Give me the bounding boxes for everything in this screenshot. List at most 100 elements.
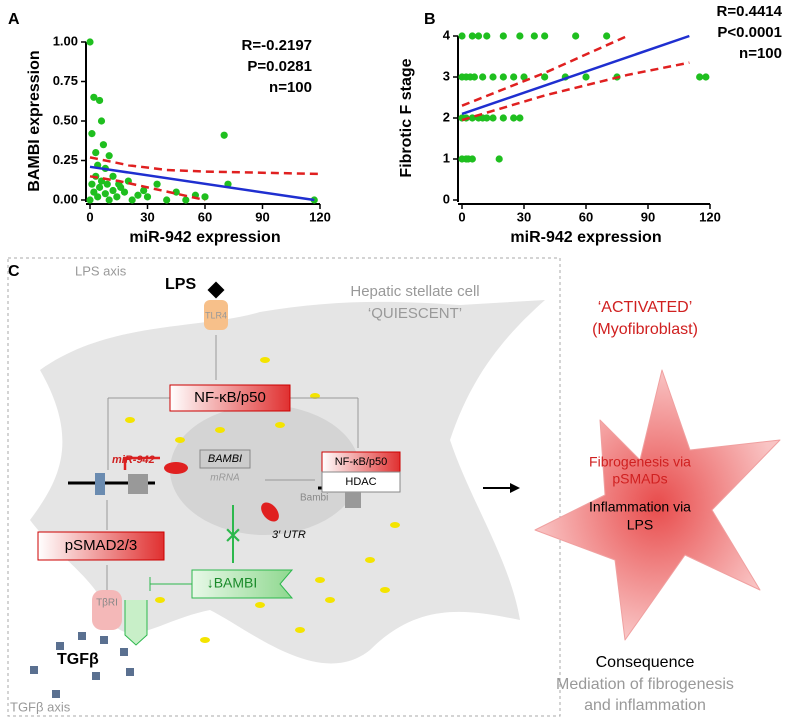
y-tick-label: 0.00 xyxy=(53,191,78,206)
point xyxy=(97,117,106,125)
point xyxy=(499,32,507,40)
tlr4-label: TLR4 xyxy=(205,310,227,320)
point xyxy=(163,196,171,204)
annotation: P=0.0281 xyxy=(247,58,312,75)
bambi-mrna: BAMBI xyxy=(208,453,242,465)
point xyxy=(88,180,96,188)
point xyxy=(153,180,161,188)
y-axis-label: Fibrotic F stage xyxy=(398,58,415,177)
point xyxy=(101,190,109,198)
utr-label: 3′ UTR xyxy=(272,529,306,541)
x-axis-label: miR-942 expression xyxy=(510,229,661,246)
arrowhead xyxy=(510,483,520,493)
point xyxy=(479,73,487,81)
mir-molecule xyxy=(164,462,188,474)
x-axis-label: miR-942 expression xyxy=(129,229,280,246)
point xyxy=(516,114,524,122)
panel-frame xyxy=(7,257,561,717)
point xyxy=(458,32,466,40)
point xyxy=(109,186,117,195)
point xyxy=(510,73,518,81)
mrna-label: mRNA xyxy=(210,473,240,484)
hdac-label: HDAC xyxy=(345,476,376,488)
point xyxy=(120,188,129,196)
x-tick-label: 0 xyxy=(458,209,465,224)
activated-sub: (Myofibroblast) xyxy=(592,321,698,338)
panel-label: B xyxy=(424,11,436,28)
lps-label: LPS xyxy=(165,276,196,293)
y-tick-label: 0.50 xyxy=(53,112,78,127)
x-tick-label: 60 xyxy=(579,209,593,224)
annotation: n=100 xyxy=(269,79,312,96)
inhibition xyxy=(149,577,192,591)
y-tick-label: 0.25 xyxy=(53,152,78,167)
point xyxy=(90,93,98,101)
point xyxy=(530,32,538,40)
cell-label: Hepatic stellate cell xyxy=(350,283,479,300)
nfkb-small-label: NF-κB/p50 xyxy=(335,456,388,468)
inflammation: LPS xyxy=(627,517,653,533)
point xyxy=(541,73,549,81)
psmad-label: pSMAD2/3 xyxy=(65,537,138,554)
point xyxy=(92,149,100,157)
point xyxy=(103,180,111,188)
point xyxy=(128,196,136,204)
bambi-gene: Bambi xyxy=(300,493,328,504)
fit-line xyxy=(461,34,628,107)
y-tick-label: 4 xyxy=(443,27,451,42)
point xyxy=(172,188,180,196)
point xyxy=(105,152,113,160)
x-tick-label: 90 xyxy=(255,209,269,224)
y-tick-label: 0 xyxy=(443,191,450,206)
bambi-flag xyxy=(191,569,294,599)
annotation: R=0.4414 xyxy=(717,3,783,20)
point xyxy=(468,114,476,122)
point xyxy=(470,73,478,81)
mir-label: miR-942 xyxy=(112,454,155,466)
point xyxy=(86,196,94,204)
x-tick-label: 30 xyxy=(517,209,531,224)
gene-marker xyxy=(345,492,361,508)
panel-label: C xyxy=(8,263,20,280)
y-tick-label: 1 xyxy=(443,150,450,165)
x-tick-label: 120 xyxy=(699,209,721,224)
point xyxy=(495,155,503,163)
panel-label: A xyxy=(8,11,20,28)
point xyxy=(499,114,507,122)
point xyxy=(86,38,94,46)
x-tick-label: 90 xyxy=(641,209,655,224)
point xyxy=(541,32,549,40)
axis-label: LPS axis xyxy=(75,263,127,278)
x-tick-label: 120 xyxy=(309,209,331,224)
y-tick-label: 1.00 xyxy=(53,33,78,48)
y-tick-label: 0.75 xyxy=(53,73,78,88)
receptor xyxy=(95,473,105,495)
y-axis-label: BAMBI expression xyxy=(26,50,43,191)
tgfb-label: TGFβ xyxy=(57,651,99,668)
bambi-receptor xyxy=(124,600,148,646)
point xyxy=(572,32,580,40)
point xyxy=(99,141,108,149)
fit-line xyxy=(89,156,321,176)
fit-line xyxy=(89,165,315,202)
x-tick-label: 60 xyxy=(198,209,212,224)
point xyxy=(201,193,209,201)
point xyxy=(109,172,117,180)
point xyxy=(510,114,518,122)
y-tick-label: 3 xyxy=(443,68,450,83)
lps-molecule xyxy=(207,281,225,299)
point xyxy=(468,155,476,163)
fit-line xyxy=(89,175,206,202)
cell-state: ‘QUIESCENT’ xyxy=(368,305,462,322)
tbri-receptor xyxy=(92,590,122,630)
point xyxy=(520,73,528,81)
point xyxy=(134,191,142,199)
point xyxy=(516,32,524,40)
activated-label: ‘ACTIVATED’ xyxy=(598,299,693,316)
utr-molecule xyxy=(261,502,279,522)
ligands xyxy=(30,632,134,698)
annotation: P<0.0001 xyxy=(717,24,782,41)
fit-line xyxy=(461,61,690,122)
point xyxy=(582,73,590,81)
granules xyxy=(125,357,400,643)
